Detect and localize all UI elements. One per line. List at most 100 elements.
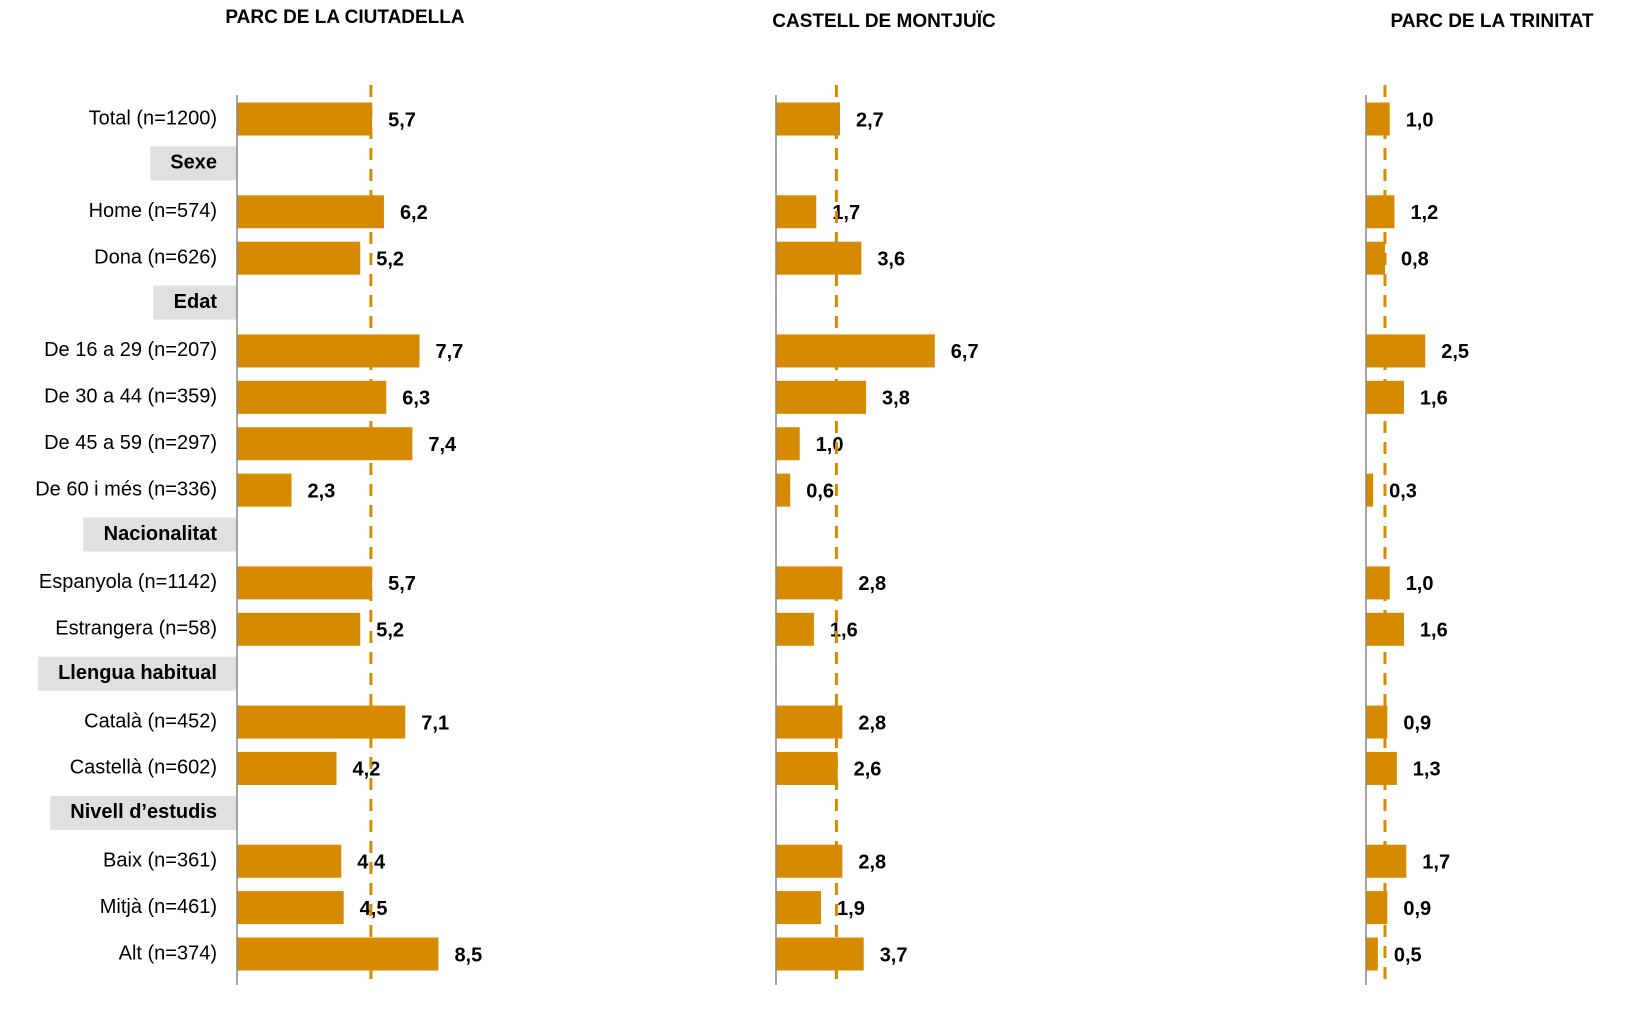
category-label: Català (n=452) — [84, 710, 217, 732]
bar — [1366, 705, 1388, 739]
value-label: 1,7 — [832, 202, 860, 224]
value-label: 1,3 — [1413, 759, 1441, 781]
panel-title: CASTELL DE MONTJUÏC — [772, 11, 996, 32]
bar — [237, 566, 373, 600]
value-label: 2,5 — [1441, 341, 1469, 363]
bar — [776, 102, 840, 136]
bar — [776, 566, 843, 600]
group-header-box — [50, 795, 237, 830]
category-label: Alt (n=374) — [119, 942, 217, 964]
bar — [1366, 937, 1378, 971]
category-label: Mitjà (n=461) — [100, 896, 217, 918]
bar — [776, 937, 864, 971]
group-header: Nacionalitat — [83, 517, 237, 552]
value-label: 0,5 — [1394, 944, 1422, 966]
bar — [237, 473, 292, 507]
bar — [237, 891, 344, 925]
value-label: 0,9 — [1403, 898, 1431, 920]
value-label: 4,2 — [353, 759, 381, 781]
value-label: 5,7 — [388, 573, 416, 595]
category-label: Estrangera (n=58) — [55, 618, 217, 640]
category-label: Total (n=1200) — [89, 107, 217, 129]
group-header: Nivell d’estudis — [50, 795, 237, 830]
bar — [776, 427, 800, 461]
value-label: 1,6 — [1420, 388, 1448, 410]
value-label: 1,0 — [1406, 109, 1434, 131]
value-label: 1,6 — [830, 620, 858, 642]
value-label: 3,8 — [882, 388, 910, 410]
group-header-label: Nivell d’estudis — [70, 801, 217, 823]
category-label: Home (n=574) — [89, 200, 217, 222]
value-label: 5,2 — [376, 620, 404, 642]
group-header: Sexe — [150, 146, 237, 181]
value-label: 6,3 — [402, 388, 430, 410]
bar — [237, 427, 413, 461]
value-label: 7,7 — [435, 341, 463, 363]
bar — [1366, 751, 1397, 785]
value-label: 2,8 — [858, 573, 886, 595]
bar — [237, 937, 439, 971]
group-header-box — [150, 146, 237, 181]
group-header-box — [153, 285, 237, 320]
bar — [237, 705, 406, 739]
value-label: 1,9 — [837, 898, 865, 920]
bar — [237, 195, 384, 229]
bar — [776, 241, 862, 275]
category-label: De 30 a 44 (n=359) — [44, 386, 217, 408]
category-label: Dona (n=626) — [94, 246, 217, 268]
panel-title: PARC DE LA TRINITAT — [1391, 11, 1594, 32]
value-label: 3,6 — [877, 248, 905, 270]
value-label: 0,3 — [1389, 480, 1417, 502]
value-label: 0,9 — [1403, 712, 1431, 734]
value-label: 2,3 — [308, 480, 336, 502]
value-label: 4,5 — [360, 898, 388, 920]
bar — [237, 751, 337, 785]
group-header-label: Llengua habitual — [58, 662, 217, 684]
bar — [237, 612, 361, 646]
category-label: Espanyola (n=1142) — [39, 571, 217, 593]
bar — [776, 844, 843, 878]
bar — [237, 334, 420, 368]
group-header: Llengua habitual — [38, 656, 237, 691]
bar — [776, 334, 935, 368]
value-label: 8,5 — [454, 944, 482, 966]
category-label: De 16 a 29 (n=207) — [44, 339, 217, 361]
value-label: 1,7 — [1422, 852, 1450, 874]
bar — [1366, 334, 1426, 368]
value-label: 1,2 — [1410, 202, 1438, 224]
bar — [776, 751, 838, 785]
value-label: 6,2 — [400, 202, 428, 224]
panel-title: PARC DE LA CIUTADELLA — [225, 7, 465, 28]
category-label: De 60 i més (n=336) — [35, 478, 217, 500]
value-label: 2,6 — [854, 759, 882, 781]
bar — [776, 380, 867, 414]
value-label: 1,6 — [1420, 620, 1448, 642]
value-label: 6,7 — [951, 341, 979, 363]
category-label: Castellà (n=602) — [70, 757, 217, 779]
category-label: Baix (n=361) — [103, 850, 217, 872]
bar — [1366, 195, 1395, 229]
bar — [1366, 891, 1388, 925]
value-label: 5,7 — [388, 109, 416, 131]
category-label: De 45 a 59 (n=297) — [44, 432, 217, 454]
bar — [237, 380, 387, 414]
bar — [1366, 241, 1385, 275]
bar — [1366, 473, 1374, 507]
group-header-box — [83, 517, 237, 552]
bar — [237, 241, 361, 275]
value-label: 2,7 — [856, 109, 884, 131]
value-label: 7,4 — [428, 434, 457, 456]
group-header-label: Nacionalitat — [104, 523, 218, 545]
bar — [776, 195, 817, 229]
bar — [776, 473, 791, 507]
value-label: 2,8 — [858, 712, 886, 734]
value-label: 7,1 — [421, 712, 449, 734]
value-label: 0,8 — [1401, 248, 1429, 270]
bar — [776, 891, 822, 925]
value-label: 2,8 — [858, 852, 886, 874]
group-header-box — [38, 656, 237, 691]
value-label: 0,6 — [806, 480, 834, 502]
value-label: 1,0 — [1406, 573, 1434, 595]
group-header: Edat — [153, 285, 237, 320]
